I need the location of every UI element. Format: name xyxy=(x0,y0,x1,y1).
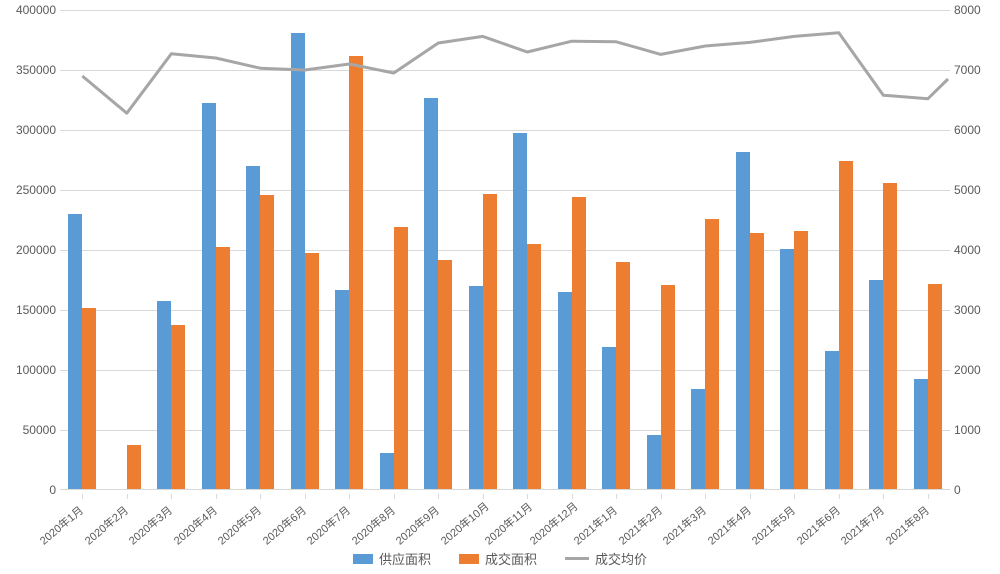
x-axis-label: 2020年6月 xyxy=(259,502,310,548)
x-axis-label: 2021年4月 xyxy=(704,502,755,548)
x-axis-label: 2021年3月 xyxy=(659,502,710,548)
x-tick xyxy=(349,494,350,499)
x-tick xyxy=(883,494,884,499)
price-line xyxy=(82,33,948,113)
x-tick xyxy=(750,494,751,499)
y-left-tick-label: 0 xyxy=(0,484,56,496)
x-axis-label: 2021年5月 xyxy=(748,502,799,548)
x-tick xyxy=(438,494,439,499)
y-left-tick-label: 300000 xyxy=(0,124,56,136)
x-axis-label: 2020年7月 xyxy=(303,502,354,548)
legend-line-swatch xyxy=(565,557,589,560)
legend-label: 成交面积 xyxy=(485,549,537,568)
x-axis-labels: 2020年1月2020年2月2020年3月2020年4月2020年5月2020年… xyxy=(60,494,950,544)
legend-item-supply: 供应面积 xyxy=(353,549,431,568)
x-axis-label: 2020年4月 xyxy=(170,502,221,548)
x-tick xyxy=(260,494,261,499)
x-axis-label: 2020年8月 xyxy=(348,502,399,548)
x-axis-label: 2021年2月 xyxy=(615,502,666,548)
legend-label: 成交均价 xyxy=(595,549,647,568)
legend: 供应面积 成交面积 成交均价 xyxy=(0,549,1000,568)
y-right-tick-label: 4000 xyxy=(954,244,1000,256)
plot-area xyxy=(60,10,950,490)
x-tick xyxy=(661,494,662,499)
x-tick xyxy=(572,494,573,499)
legend-label: 供应面积 xyxy=(379,549,431,568)
x-tick xyxy=(171,494,172,499)
x-axis-label: 2021年6月 xyxy=(793,502,844,548)
x-axis-label: 2020年9月 xyxy=(392,502,443,548)
x-tick xyxy=(394,494,395,499)
line-layer xyxy=(60,10,950,490)
x-tick xyxy=(928,494,929,499)
x-axis-label: 2020年3月 xyxy=(125,502,176,548)
y-right-tick-label: 7000 xyxy=(954,64,1000,76)
x-axis-label: 2021年7月 xyxy=(837,502,888,548)
x-tick xyxy=(705,494,706,499)
legend-item-price: 成交均价 xyxy=(565,549,647,568)
x-tick xyxy=(127,494,128,499)
x-axis-label: 2020年5月 xyxy=(214,502,265,548)
x-axis-label: 2020年1月 xyxy=(36,502,87,548)
x-tick xyxy=(82,494,83,499)
y-right-tick-label: 8000 xyxy=(954,4,1000,16)
y-left-tick-label: 250000 xyxy=(0,184,56,196)
x-tick xyxy=(305,494,306,499)
x-axis-label: 2020年12月 xyxy=(526,498,581,548)
x-axis-label: 2020年10月 xyxy=(437,498,492,548)
x-tick xyxy=(527,494,528,499)
chart-container: 2020年1月2020年2月2020年3月2020年4月2020年5月2020年… xyxy=(0,0,1000,574)
legend-bar-swatch xyxy=(353,554,373,564)
x-tick xyxy=(839,494,840,499)
y-right-tick-label: 5000 xyxy=(954,184,1000,196)
legend-item-deal: 成交面积 xyxy=(459,549,537,568)
x-tick xyxy=(794,494,795,499)
y-right-tick-label: 6000 xyxy=(954,124,1000,136)
y-left-tick-label: 350000 xyxy=(0,64,56,76)
y-right-tick-label: 2000 xyxy=(954,364,1000,376)
x-tick xyxy=(216,494,217,499)
y-right-tick-label: 1000 xyxy=(954,424,1000,436)
y-right-tick-label: 0 xyxy=(954,484,1000,496)
y-left-tick-label: 150000 xyxy=(0,304,56,316)
x-axis-label: 2021年8月 xyxy=(882,502,933,548)
legend-bar-swatch xyxy=(459,554,479,564)
x-tick xyxy=(616,494,617,499)
y-left-tick-label: 100000 xyxy=(0,364,56,376)
y-left-tick-label: 400000 xyxy=(0,4,56,16)
x-axis-label: 2020年2月 xyxy=(81,502,132,548)
y-left-tick-label: 200000 xyxy=(0,244,56,256)
x-tick xyxy=(483,494,484,499)
y-left-tick-label: 50000 xyxy=(0,424,56,436)
y-right-tick-label: 3000 xyxy=(954,304,1000,316)
